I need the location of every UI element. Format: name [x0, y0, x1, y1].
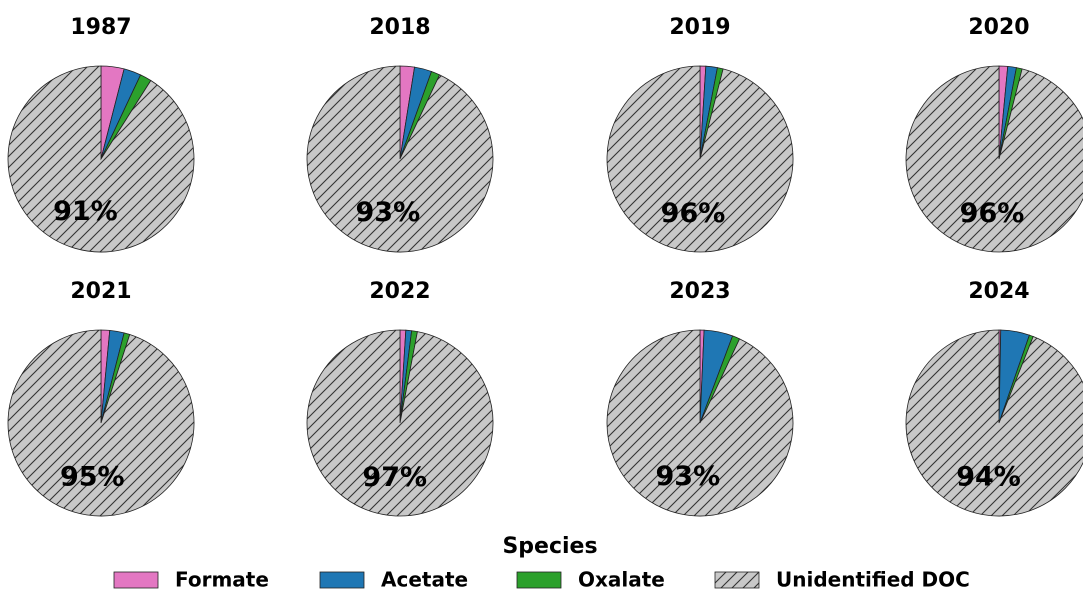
pie-slice	[905, 65, 1083, 253]
pie-title: 1987	[70, 15, 131, 40]
pie-slice	[306, 329, 494, 517]
legend-swatch	[714, 571, 760, 589]
legend-swatch	[113, 571, 159, 589]
value-label: 97%	[362, 462, 427, 493]
pie-slice	[7, 329, 195, 517]
pie-slice	[905, 329, 1083, 517]
legend-label: Unidentified DOC	[776, 568, 970, 590]
pie-title: 2018	[369, 15, 430, 40]
legend-title: Species	[502, 534, 597, 559]
value-label: 94%	[956, 461, 1021, 492]
value-label: 95%	[60, 462, 125, 493]
pie-title: 2023	[669, 279, 730, 304]
pie-slice	[7, 65, 195, 253]
pie-title: 2019	[669, 15, 730, 40]
pie-slice	[606, 329, 794, 517]
pie-title: 2020	[968, 15, 1029, 40]
pie-slice	[306, 65, 494, 253]
pie-slice	[606, 65, 794, 253]
value-label: 93%	[356, 197, 421, 228]
pie-title: 2024	[968, 279, 1029, 304]
legend-label: Formate	[175, 568, 269, 590]
value-label: 96%	[960, 198, 1025, 229]
value-label: 96%	[661, 198, 726, 229]
legend-swatch	[319, 571, 365, 589]
value-label: 93%	[656, 461, 721, 492]
pie-title: 2021	[70, 279, 131, 304]
pie-title: 2022	[369, 279, 430, 304]
legend-swatch	[516, 571, 562, 589]
legend-label: Acetate	[381, 568, 468, 590]
legend-label: Oxalate	[578, 568, 665, 590]
value-label: 91%	[53, 196, 118, 227]
